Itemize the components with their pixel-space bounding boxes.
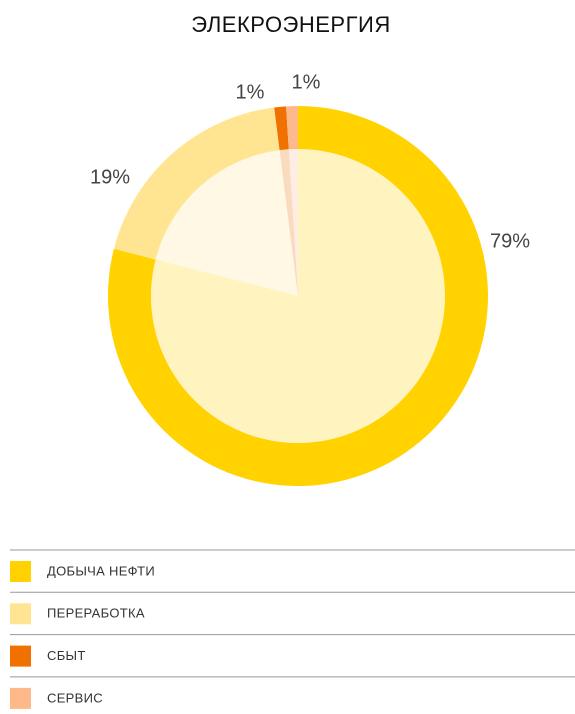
value-label: 1%: [236, 81, 265, 103]
value-label: 79%: [490, 230, 530, 252]
value-label: 19%: [90, 166, 130, 188]
chart-title: ЭЛЕКРОЭНЕРГИЯ: [191, 12, 390, 37]
legend-label: СЕРВИС: [47, 690, 103, 705]
legend-label: ДОБЫЧА НЕФТИ: [47, 563, 155, 578]
legend-label: СБЫТ: [47, 648, 86, 663]
legend-swatch: [10, 687, 31, 709]
inner-slice: [150, 149, 446, 443]
ring-slice: [286, 106, 298, 150]
legend-swatch: [10, 645, 31, 667]
inner-slice: [279, 149, 298, 296]
value-label: 1%: [292, 71, 321, 93]
inner-slice: [155, 150, 298, 296]
legend-swatch: [10, 603, 31, 625]
inner-slice: [288, 149, 298, 296]
legend-label: ПЕРЕРАБОТКА: [47, 606, 145, 621]
ring-slice: [113, 107, 280, 260]
ring-slice: [274, 106, 289, 151]
legend-swatch: [10, 561, 31, 582]
